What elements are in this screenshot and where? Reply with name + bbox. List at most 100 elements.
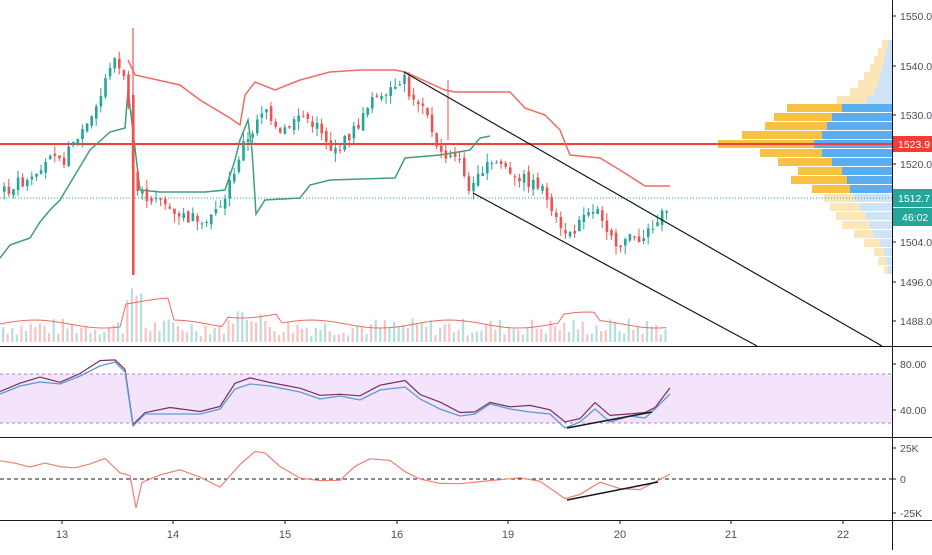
profile-down-bar [870,64,882,72]
candle-body [564,230,567,234]
volume-bar [406,328,409,342]
rsi-tick-label: 40.00 [900,405,926,417]
candle-body [159,198,162,200]
candle-body [476,173,480,186]
candle-body [527,171,530,187]
volume-bar [577,329,580,342]
candle-body [16,177,20,191]
volume-bar [172,322,175,342]
candle-body [76,139,80,145]
volume-bar [485,325,488,342]
volume-bar [650,326,653,342]
candle-body [481,173,484,176]
rsi-axis[interactable]: 80.00 40.00 [892,359,926,417]
candle-body [628,234,632,241]
profile-up-bar [880,72,892,80]
volume-bar [503,334,506,342]
candle-body [81,128,84,140]
profile-up-bar [886,257,892,265]
volume-bar [636,325,639,342]
volume-bar [618,331,621,342]
time-tick-label: 21 [725,529,737,541]
candle-body [343,135,346,151]
candle-body [44,162,47,173]
volume-bar [130,288,133,342]
candle-body [200,223,204,225]
time-tick-label: 15 [279,529,291,541]
candle-body [371,97,374,109]
candle-body [237,159,241,173]
candle-body [495,162,498,164]
osc-tick-label: 25K [900,443,919,455]
candle-body [348,134,351,141]
oscillator-axis[interactable]: 25K 0 -25K [892,443,922,520]
candle-body [518,177,521,182]
candle-body [315,122,319,129]
candle-body [136,171,139,191]
candle-body [426,107,429,116]
channel-lower-line[interactable] [472,192,758,347]
trend-channel[interactable] [403,71,883,347]
volume-bar [641,333,644,342]
profile-down-bar [787,104,842,112]
volume-bar [540,328,543,342]
volume-bar [655,325,658,342]
oscillator-pane[interactable] [0,450,892,509]
candle-body [288,126,291,128]
candle-body [320,123,323,134]
profile-down-bar [864,72,880,80]
upper-band-line [127,59,670,187]
profile-up-bar [860,203,892,211]
candle-body [3,186,6,192]
time-axis[interactable]: 13 14 15 16 19 20 21 22 [56,520,849,541]
price-pane[interactable] [0,28,892,347]
candle-body [196,215,199,222]
volume-bar [324,323,327,342]
profile-up-bar [874,88,892,96]
volume-bar [383,320,386,342]
profile-down-bar [850,88,874,96]
volume-bar [613,321,616,342]
osc-divergence-line[interactable] [566,481,659,501]
volume-bar [84,326,87,342]
price-tick-label: 1540.0 [900,61,932,73]
volume-bar [71,323,74,342]
rsi-pane[interactable] [0,359,892,429]
volume-bar [213,327,216,342]
volume-bar [11,328,14,342]
volume-bar [20,325,23,342]
volume-bar [190,323,193,342]
profile-down-bar [842,221,870,229]
candle-body [154,198,158,200]
volume-bar [80,327,83,342]
candle-body [104,78,107,97]
volume-bar [494,329,497,342]
candle-body [458,159,461,161]
candle-body [541,185,544,191]
volume-bar [181,330,184,342]
candle-body [168,206,172,209]
candle-body [214,209,218,214]
candle-body [532,179,535,190]
price-axis[interactable]: 1550.0 1540.0 1530.0 1520.0 1504.0 1496.0 1488… [892,11,932,328]
volume-bar [319,329,322,342]
candle-body [357,124,360,129]
rsi-divergence-line[interactable] [566,411,653,429]
candle-body [403,74,406,84]
volume-bar [586,334,589,342]
channel-upper-line[interactable] [403,71,883,347]
volume-bar [480,330,483,342]
candle-body [173,208,176,214]
profile-up-bar [888,40,892,48]
volume-bar [590,333,593,342]
volume-bar [609,319,612,342]
candle-body [407,76,411,97]
volume-bar [158,331,161,342]
volume-bar [89,333,92,342]
volume-bar [61,318,64,342]
candle-body [62,157,66,165]
osc-tick-label: -25K [900,508,922,520]
volume-bar [15,334,18,342]
